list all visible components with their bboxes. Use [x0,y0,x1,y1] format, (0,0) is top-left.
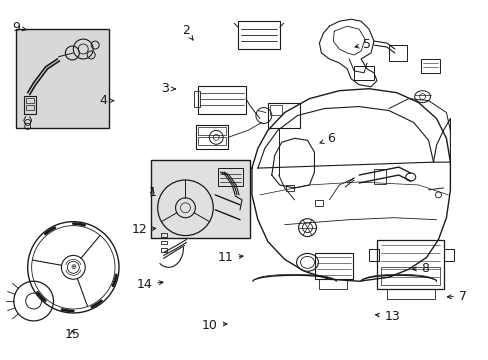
Bar [315,253,352,279]
Text: 14: 14 [136,278,163,291]
Text: 5: 5 [354,38,370,51]
Bar [319,279,346,289]
Bar [26,105,34,109]
Text: 7: 7 [447,289,466,303]
Bar [24,96,36,113]
Bar [373,169,385,184]
Bar [198,137,225,145]
Text: 2: 2 [182,24,193,40]
Bar [315,200,323,206]
Bar [267,103,299,129]
Text: ⊕: ⊕ [70,264,76,270]
Bar [285,185,293,191]
Bar [196,125,228,149]
Bar [353,66,373,80]
Text: 15: 15 [64,328,80,341]
Bar [218,168,243,186]
Bar [198,127,225,135]
Bar [161,240,166,244]
Text: 12: 12 [131,223,155,236]
Bar [161,248,166,252]
Text: 1: 1 [148,186,156,199]
Bar [269,105,281,114]
Bar [16,29,109,129]
Text: 8: 8 [411,262,429,275]
Text: 6: 6 [319,132,334,145]
Text: 13: 13 [375,310,399,323]
Bar [444,249,453,261]
Text: 3: 3 [161,82,175,95]
Text: 11: 11 [218,251,243,264]
Bar [150,160,249,238]
Text: 10: 10 [202,319,226,332]
Bar [380,267,440,285]
Bar [376,239,444,289]
Bar [161,233,166,237]
Bar [368,249,378,261]
Text: 4: 4 [100,94,113,107]
Text: 9: 9 [12,21,26,34]
Bar [386,289,434,299]
Bar [194,91,200,107]
Bar [388,45,406,61]
Bar [420,59,440,73]
Bar [198,86,245,113]
Bar [238,21,279,49]
Bar [26,98,34,103]
